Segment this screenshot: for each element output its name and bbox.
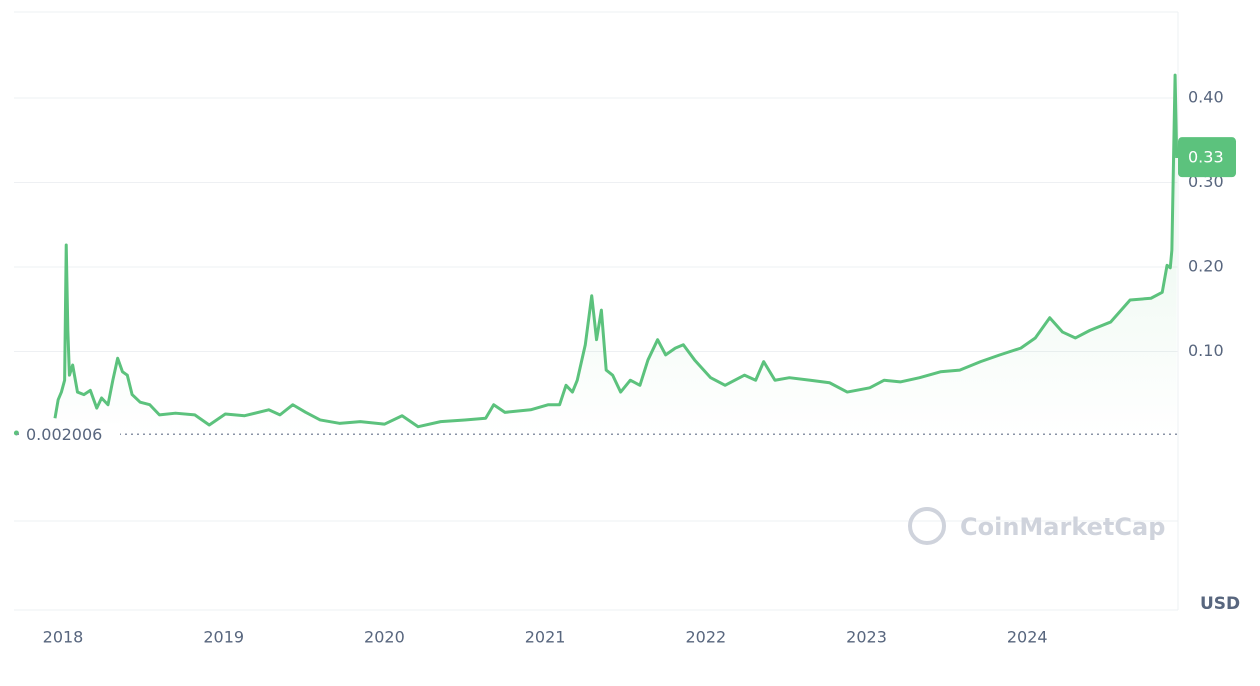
currency-label: USD (1200, 594, 1240, 614)
watermark-logo (908, 507, 946, 545)
x-tick-label: 2024 (1007, 628, 1048, 647)
x-tick-label: 2020 (364, 628, 405, 647)
y-tick-label: 0.40 (1188, 88, 1224, 107)
y-tick-label: 0.20 (1188, 257, 1224, 276)
reference-label-bg (22, 423, 120, 446)
price-area (54, 75, 1177, 435)
watermark: CoinMarketCap (960, 513, 1165, 541)
x-tick-label: 2019 (203, 628, 244, 647)
x-tick-label: 2023 (846, 628, 887, 647)
reference-label: 0.002006 (26, 425, 102, 444)
y-tick-label: 0.10 (1188, 341, 1224, 360)
x-tick-label: 2022 (685, 628, 726, 647)
price-line (53, 73, 1179, 429)
last-price-tag (1178, 137, 1236, 178)
last-price-label: 0.33 (1188, 148, 1224, 167)
x-tick-label: 2018 (43, 628, 84, 647)
x-tick-label: 2021 (525, 628, 566, 647)
